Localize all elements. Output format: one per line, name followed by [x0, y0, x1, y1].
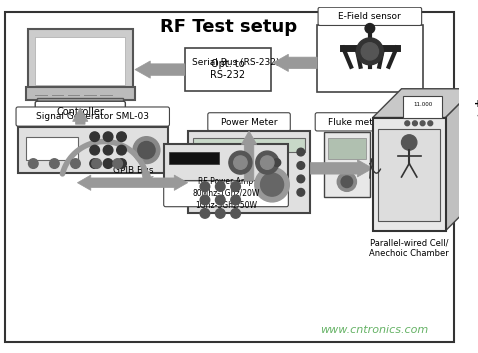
Text: E-Field sensor: E-Field sensor: [338, 12, 401, 21]
FancyBboxPatch shape: [194, 138, 304, 152]
Circle shape: [341, 176, 353, 187]
Circle shape: [103, 132, 113, 142]
Circle shape: [428, 121, 433, 126]
FancyBboxPatch shape: [318, 7, 422, 25]
FancyBboxPatch shape: [208, 113, 290, 131]
Polygon shape: [141, 171, 153, 182]
Polygon shape: [445, 89, 474, 231]
FancyBboxPatch shape: [194, 158, 246, 171]
Circle shape: [231, 209, 240, 218]
Circle shape: [261, 156, 274, 169]
Circle shape: [200, 209, 210, 218]
Text: -: -: [476, 110, 478, 121]
Circle shape: [133, 137, 160, 163]
Circle shape: [297, 148, 304, 156]
Circle shape: [420, 121, 425, 126]
Text: RF Test setup: RF Test setup: [160, 18, 297, 36]
Circle shape: [231, 182, 240, 191]
Circle shape: [90, 159, 99, 168]
FancyBboxPatch shape: [403, 96, 442, 118]
Circle shape: [361, 43, 379, 60]
Text: Serial Bus (RS-232): Serial Bus (RS-232): [193, 58, 280, 67]
Circle shape: [261, 173, 283, 196]
Circle shape: [297, 189, 304, 196]
Circle shape: [229, 151, 252, 174]
Polygon shape: [135, 61, 185, 78]
Polygon shape: [273, 54, 317, 72]
FancyBboxPatch shape: [35, 101, 125, 121]
Circle shape: [113, 159, 122, 168]
Circle shape: [405, 121, 410, 126]
Circle shape: [117, 159, 126, 168]
Circle shape: [255, 167, 289, 202]
Circle shape: [103, 159, 113, 168]
Text: 11.000: 11.000: [413, 102, 432, 107]
Text: +: +: [474, 99, 478, 109]
Circle shape: [138, 142, 155, 159]
Circle shape: [103, 145, 113, 155]
Polygon shape: [73, 108, 88, 124]
FancyBboxPatch shape: [185, 48, 271, 91]
FancyBboxPatch shape: [170, 152, 219, 163]
FancyBboxPatch shape: [188, 131, 310, 214]
Polygon shape: [402, 89, 474, 202]
Circle shape: [413, 121, 417, 126]
Circle shape: [365, 24, 375, 33]
FancyBboxPatch shape: [35, 37, 125, 85]
Circle shape: [71, 159, 80, 168]
Circle shape: [200, 195, 210, 205]
FancyBboxPatch shape: [4, 12, 454, 342]
Polygon shape: [77, 175, 188, 190]
Text: Controller: Controller: [56, 107, 104, 117]
Circle shape: [357, 38, 383, 65]
FancyBboxPatch shape: [28, 29, 133, 91]
FancyBboxPatch shape: [26, 137, 78, 160]
Circle shape: [90, 145, 99, 155]
Text: www.cntronics.com: www.cntronics.com: [321, 325, 429, 335]
Circle shape: [216, 182, 225, 191]
FancyBboxPatch shape: [16, 107, 170, 126]
Circle shape: [297, 162, 304, 169]
Circle shape: [216, 209, 225, 218]
Circle shape: [117, 132, 126, 142]
Text: Opt. to
RS-232: Opt. to RS-232: [210, 59, 246, 80]
Circle shape: [337, 172, 357, 191]
Circle shape: [216, 195, 225, 205]
Circle shape: [29, 159, 38, 168]
Circle shape: [273, 159, 281, 166]
FancyBboxPatch shape: [373, 118, 445, 231]
Text: Power Meter: Power Meter: [221, 118, 277, 127]
FancyBboxPatch shape: [328, 138, 366, 159]
Circle shape: [234, 156, 247, 169]
Polygon shape: [241, 131, 257, 181]
FancyBboxPatch shape: [379, 129, 440, 221]
FancyBboxPatch shape: [37, 98, 123, 104]
FancyBboxPatch shape: [163, 181, 288, 207]
FancyBboxPatch shape: [317, 24, 423, 92]
Polygon shape: [310, 160, 373, 177]
FancyBboxPatch shape: [18, 127, 168, 173]
Circle shape: [117, 145, 126, 155]
FancyBboxPatch shape: [26, 87, 135, 100]
Circle shape: [297, 175, 304, 183]
Circle shape: [200, 182, 210, 191]
Circle shape: [90, 132, 99, 142]
Text: Fluke meter: Fluke meter: [328, 118, 382, 127]
FancyBboxPatch shape: [324, 132, 370, 197]
Text: GPIB Bus: GPIB Bus: [113, 166, 153, 175]
Polygon shape: [373, 89, 474, 118]
Circle shape: [231, 195, 240, 205]
Text: Signal Generator SML-03: Signal Generator SML-03: [36, 112, 149, 121]
Circle shape: [402, 135, 417, 150]
Text: Parallel-wired Cell/
Anechoic Chamber: Parallel-wired Cell/ Anechoic Chamber: [369, 238, 449, 258]
Text: RF Power Amp
80Mhz-1Ghz/20W
1Ghz-3Ghz/50W: RF Power Amp 80Mhz-1Ghz/20W 1Ghz-3Ghz/50…: [192, 177, 260, 210]
FancyBboxPatch shape: [163, 144, 288, 181]
FancyBboxPatch shape: [315, 113, 396, 131]
Circle shape: [256, 151, 279, 174]
Circle shape: [92, 159, 101, 168]
Circle shape: [50, 159, 59, 168]
